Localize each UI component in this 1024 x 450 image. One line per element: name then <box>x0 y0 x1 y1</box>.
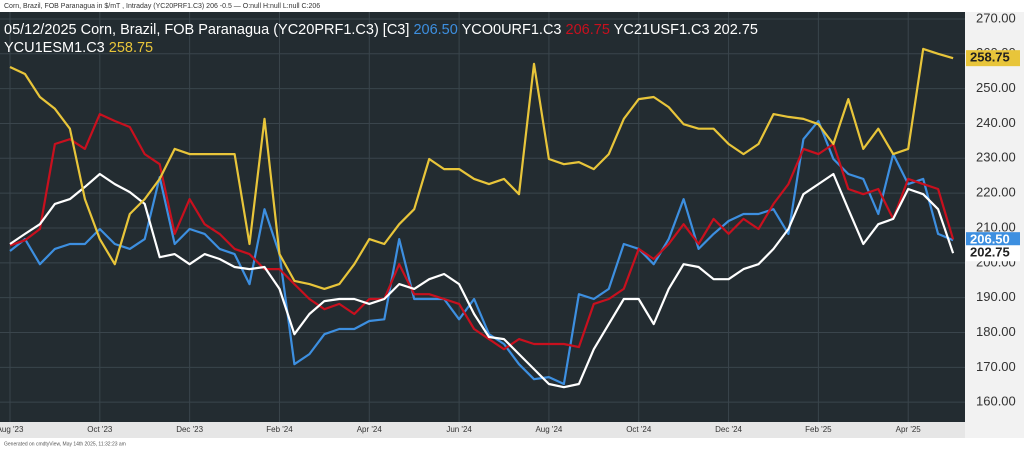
x-tick-label: Apr '25 <box>896 425 922 434</box>
footer: Generated on cmdtyView, May 14th 2025, 1… <box>4 441 126 447</box>
plot-background <box>0 12 965 422</box>
legend-text: 206.75 <box>566 22 610 38</box>
series-line <box>9 172 955 389</box>
x-tick-label: Jun '24 <box>446 425 472 434</box>
tag-label: 202.75 <box>970 245 1010 260</box>
y-tick-label: 220.00 <box>976 185 1016 200</box>
y-tick-label: 270.00 <box>976 10 1016 25</box>
last-value-tag: 206.50 <box>966 232 1020 249</box>
legend-line: YCU1ESM1.C3 258.75 <box>4 40 153 56</box>
x-tick-label: Dec '23 <box>176 425 203 434</box>
lines <box>9 47 955 389</box>
x-axis-panel <box>0 422 965 438</box>
y-tick-label: 230.00 <box>976 150 1016 165</box>
grid <box>0 12 965 422</box>
y-tick-label: 170.00 <box>976 359 1016 374</box>
x-tick-label: Oct '24 <box>626 425 652 434</box>
tag-box <box>966 245 1020 262</box>
legend-text: YCO0URF1.C3 <box>462 22 562 38</box>
tag-label: 206.50 <box>970 232 1010 247</box>
last-value-tag: 258.75 <box>966 50 1020 67</box>
y-tick-label: 240.00 <box>976 115 1016 130</box>
legend-text: 05/12/2025 Corn, Brazil, FOB Paranagua (… <box>4 22 409 38</box>
legend-text: 202.75 <box>714 22 758 38</box>
x-tick-label: Oct '23 <box>87 425 113 434</box>
tag-box <box>966 50 1020 67</box>
y-tick-label: 190.00 <box>976 289 1016 304</box>
x-tick-label: Aug '24 <box>535 425 562 434</box>
x-tick-label: Feb '24 <box>266 425 293 434</box>
y-tick-label: 180.00 <box>976 324 1016 339</box>
series-line <box>9 113 955 351</box>
y-tick-label: 160.00 <box>976 394 1016 409</box>
legend-text: 206.50 <box>413 22 457 38</box>
y-axis-panel <box>965 12 1024 438</box>
legend-text: YCU1ESM1.C3 <box>4 40 105 56</box>
series-line <box>9 47 954 290</box>
legend-text: YC21USF1.C3 <box>614 22 710 38</box>
legend-line: 05/12/2025 Corn, Brazil, FOB Paranagua (… <box>4 22 758 38</box>
x-tick-label: Feb '25 <box>805 425 832 434</box>
tag-label: 258.75 <box>970 50 1010 65</box>
header: Corn, Brazil, FOB Paranagua in $/mT , In… <box>4 3 320 10</box>
legend-text: 258.75 <box>109 40 153 56</box>
y-tick-label: 250.00 <box>976 80 1016 95</box>
tag-box <box>966 232 1020 249</box>
series-line <box>9 119 954 386</box>
last-value-tag: 202.75 <box>966 245 1020 262</box>
x-tick-label: Dec '24 <box>715 425 742 434</box>
x-tick-label: Aug '23 <box>0 425 24 434</box>
x-tick-label: Apr '24 <box>357 425 383 434</box>
y-tick-label: 210.00 <box>976 219 1016 234</box>
